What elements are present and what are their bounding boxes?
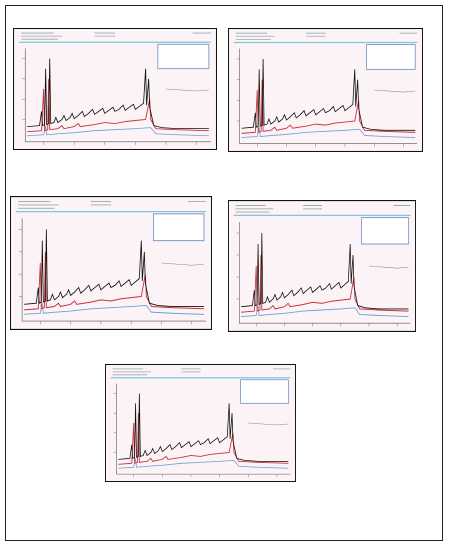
chromatogram-panel — [228, 28, 423, 152]
chromatogram-panel — [105, 364, 296, 482]
page-border — [5, 5, 443, 541]
chromatogram-panel — [228, 200, 416, 332]
chromatogram-panel — [10, 196, 212, 330]
chromatogram-panel — [13, 28, 217, 150]
